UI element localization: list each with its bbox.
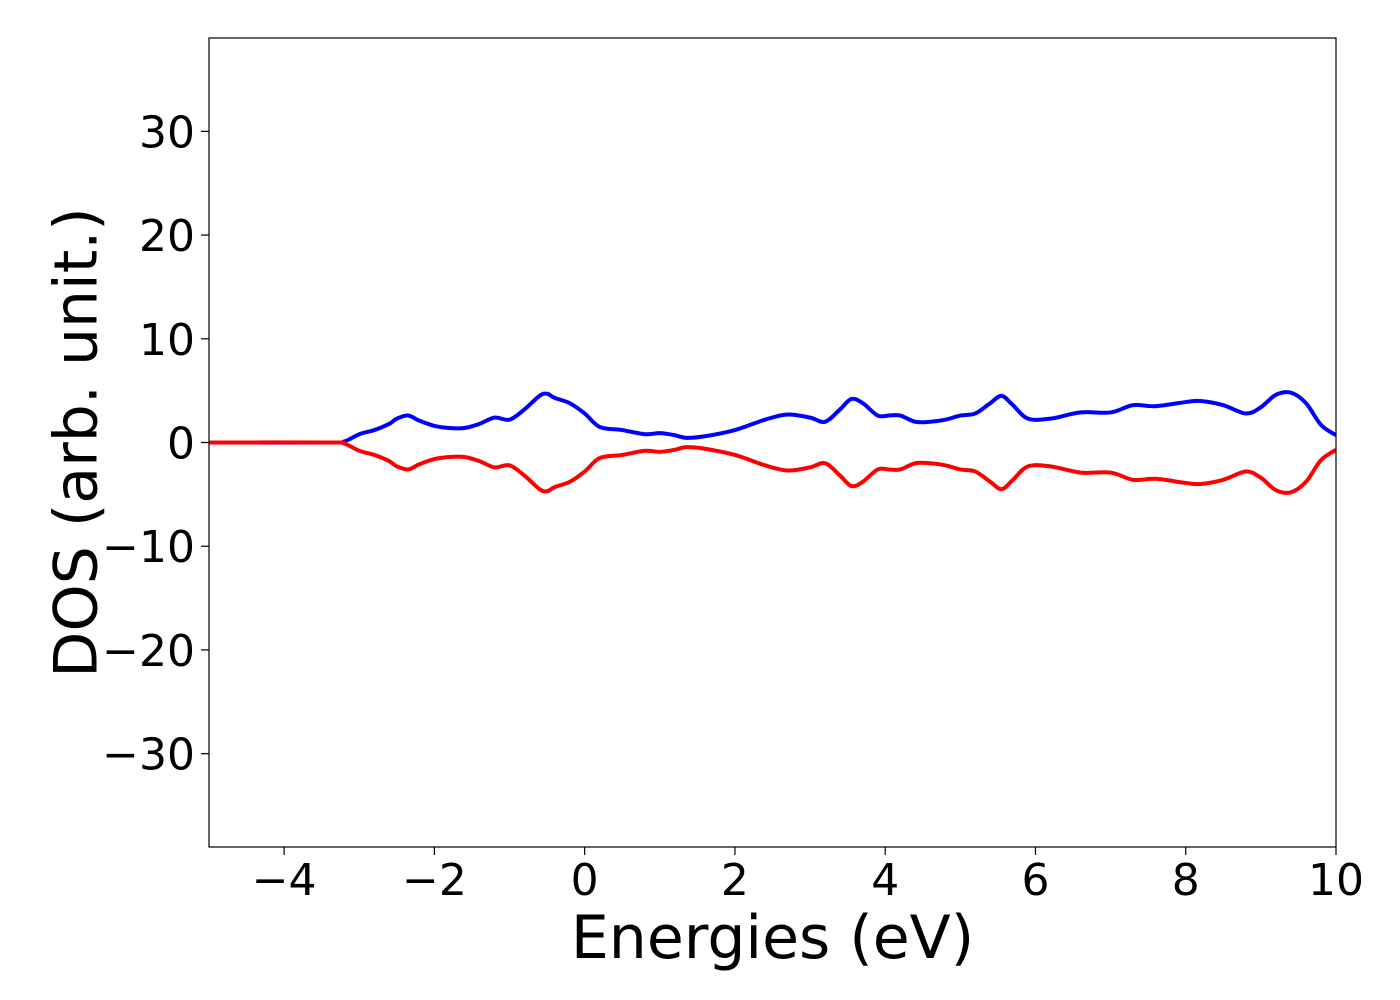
x-axis-label: Energies (eV) [571, 903, 974, 973]
y-tick-label: −10 [102, 522, 195, 573]
x-tick-label: −2 [402, 855, 467, 906]
y-tick-label: −20 [102, 626, 195, 677]
series-line-2 [209, 440, 1336, 495]
x-tick-label: 6 [1021, 855, 1049, 906]
x-axis-ticks: −4 −2 0 2 4 6 8 10 [252, 847, 1364, 906]
x-tick-label: 8 [1172, 855, 1200, 906]
y-axis-label: DOS (arb. unit.) [42, 207, 112, 677]
series-layer [209, 390, 1336, 495]
series-line-1 [209, 390, 1336, 445]
x-tick-label: 2 [721, 855, 749, 906]
x-tick-label: 10 [1308, 855, 1364, 906]
x-tick-label: −4 [252, 855, 317, 906]
y-tick-label: 30 [139, 107, 195, 158]
x-tick-label: 4 [871, 855, 899, 906]
y-tick-label: 20 [139, 211, 195, 262]
y-tick-label: −30 [102, 730, 195, 781]
y-tick-label: 10 [139, 315, 195, 366]
x-tick-label: 0 [571, 855, 599, 906]
y-axis-ticks: −30 −20 −10 0 10 20 30 [102, 107, 209, 781]
y-tick-label: 0 [167, 419, 195, 470]
